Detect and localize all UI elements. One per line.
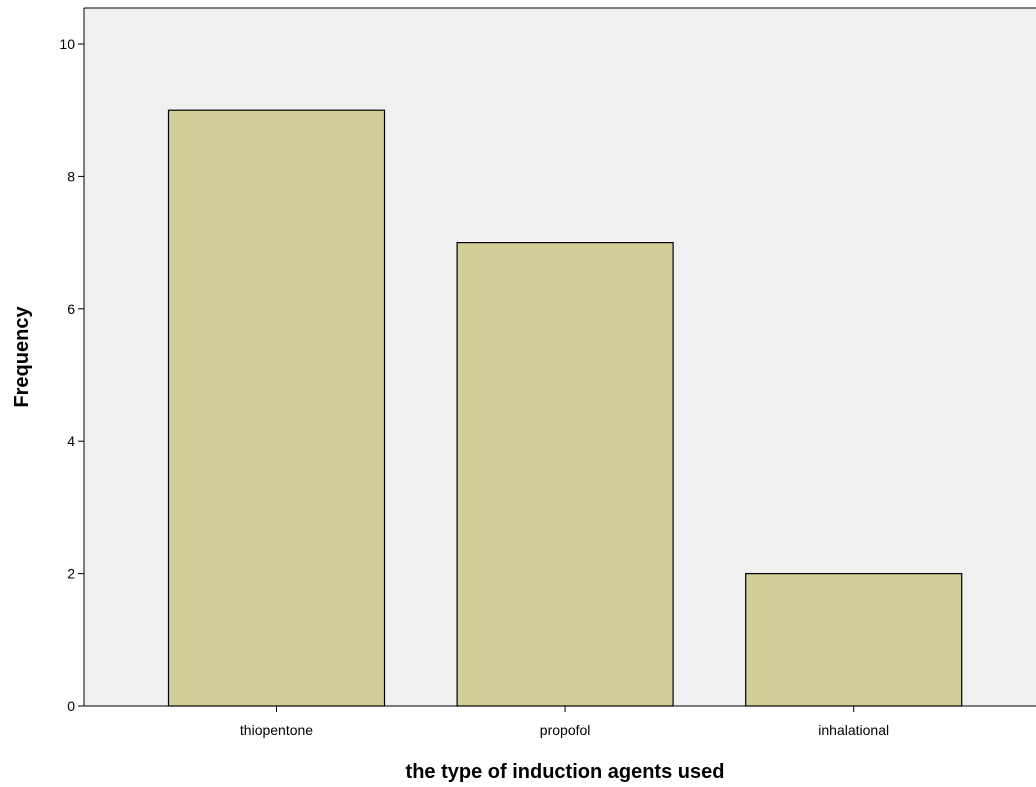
x-tick-label: inhalational	[818, 722, 889, 738]
y-axis-title: Frequency	[11, 306, 33, 408]
x-ticks-group: thiopentone propofol inhalational	[240, 706, 889, 738]
y-tick-label: 2	[67, 566, 75, 582]
bar-thiopentone	[167, 109, 386, 707]
x-tick-label: thiopentone	[240, 722, 313, 738]
bar-propofol	[456, 242, 674, 707]
bar-inhalational	[745, 572, 963, 707]
x-axis-title: the type of induction agents used	[406, 761, 725, 783]
y-tick-label: 8	[67, 168, 75, 184]
x-tick-label: propofol	[540, 722, 591, 738]
bars-group	[167, 109, 963, 707]
y-ticks-group: 0 2 4 6 8 10	[59, 36, 84, 714]
y-tick-label: 4	[67, 433, 75, 449]
y-tick-label: 0	[67, 698, 75, 714]
y-tick-label: 10	[59, 36, 75, 52]
y-tick-label: 6	[67, 301, 75, 317]
